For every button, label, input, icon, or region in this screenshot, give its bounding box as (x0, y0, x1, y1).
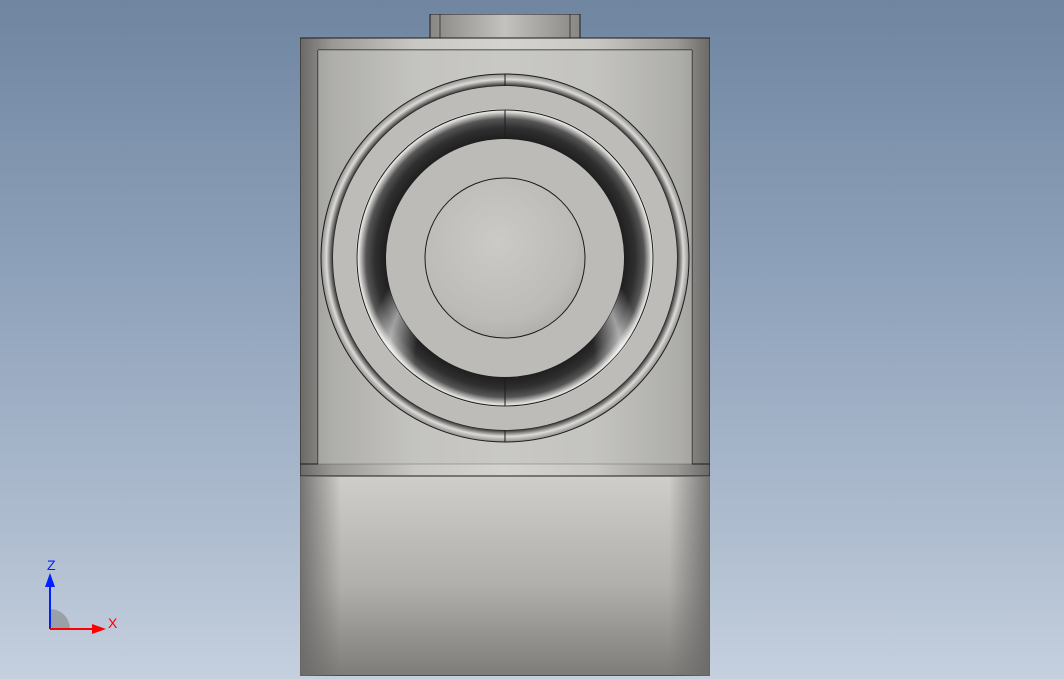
cad-viewport[interactable]: Z X (0, 0, 1064, 679)
cad-model-svg (300, 14, 710, 676)
triad-origin-arc (50, 609, 70, 629)
cad-model[interactable] (300, 14, 710, 676)
view-triad-svg (20, 559, 120, 659)
z-axis-arrow (45, 573, 55, 587)
boss-rings (321, 74, 689, 442)
view-triad[interactable]: Z X (20, 559, 120, 659)
x-axis-arrow (92, 624, 106, 634)
